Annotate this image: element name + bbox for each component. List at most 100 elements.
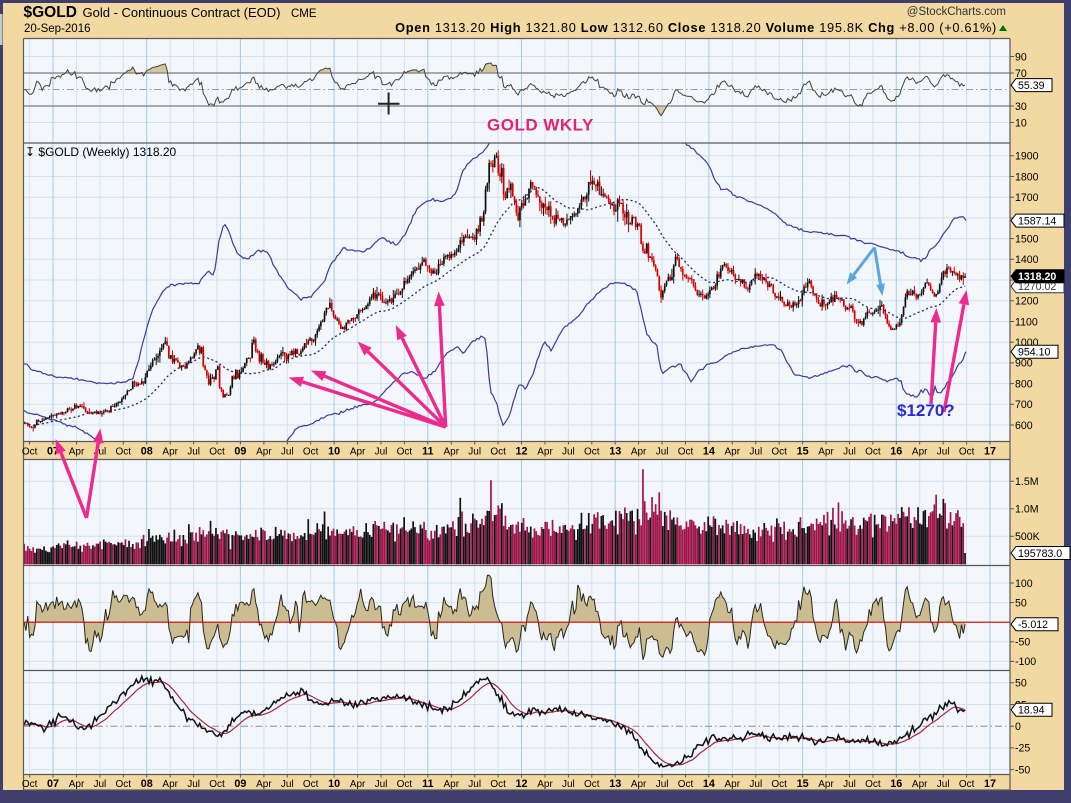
svg-text:Jul: Jul: [375, 447, 388, 458]
svg-text:Jul: Jul: [187, 447, 200, 458]
svg-text:Apr: Apr: [537, 447, 553, 458]
svg-text:-50: -50: [1015, 637, 1030, 649]
svg-text:13: 13: [609, 446, 621, 458]
svg-text:Oct: Oct: [397, 779, 413, 790]
svg-text:15: 15: [797, 778, 809, 790]
svg-text:Apr: Apr: [912, 447, 928, 458]
svg-text:Oct: Oct: [303, 447, 319, 458]
svg-text:$1270?: $1270?: [897, 401, 955, 420]
svg-text:Apr: Apr: [256, 779, 272, 790]
svg-text:Oct: Oct: [584, 779, 600, 790]
svg-text:09: 09: [234, 778, 246, 790]
svg-text:50: 50: [1015, 678, 1027, 690]
svg-text:08: 08: [141, 446, 153, 458]
svg-text:Oct: Oct: [209, 779, 225, 790]
svg-text:Oct: Oct: [678, 447, 694, 458]
svg-text:1700: 1700: [1015, 192, 1039, 204]
svg-text:Apr: Apr: [350, 779, 366, 790]
svg-text:Jul: Jul: [94, 779, 107, 790]
svg-text:Apr: Apr: [537, 779, 553, 790]
svg-text:Oct: Oct: [116, 779, 132, 790]
svg-text:Gold - Continuous Contract (EO: Gold - Continuous Contract (EOD): [83, 5, 281, 20]
svg-text:14: 14: [703, 778, 715, 790]
svg-text:Jul: Jul: [562, 447, 575, 458]
svg-text:↧ $GOLD (Weekly) 1318.20: ↧ $GOLD (Weekly) 1318.20: [25, 145, 177, 159]
svg-text:Jul: Jul: [281, 779, 294, 790]
svg-text:Oct: Oct: [303, 779, 319, 790]
svg-text:08: 08: [141, 778, 153, 790]
svg-text:10: 10: [1015, 117, 1027, 129]
svg-text:@StockCharts.com: @StockCharts.com: [907, 6, 1006, 18]
svg-text:Open 1313.20 High 1321.80 Low: Open 1313.20 High 1321.80 Low 1312.60 Cl…: [395, 20, 997, 35]
svg-text:1.0M: 1.0M: [1015, 504, 1039, 516]
svg-text:Oct: Oct: [584, 447, 600, 458]
svg-text:17: 17: [984, 446, 996, 458]
svg-text:Oct: Oct: [116, 447, 132, 458]
svg-text:11: 11: [422, 778, 433, 790]
svg-text:Apr: Apr: [69, 447, 85, 458]
svg-text:30: 30: [1015, 101, 1027, 113]
svg-text:Jul: Jul: [187, 779, 200, 790]
svg-text:16: 16: [890, 778, 902, 790]
svg-text:10: 10: [328, 446, 340, 458]
svg-text:1100: 1100: [1015, 316, 1038, 328]
svg-text:Apr: Apr: [162, 447, 178, 458]
svg-text:1270.02: 1270.02: [1018, 281, 1056, 293]
svg-text:Apr: Apr: [69, 779, 85, 790]
svg-text:55.39: 55.39: [1018, 80, 1045, 92]
svg-text:195783.0: 195783.0: [1018, 548, 1062, 560]
svg-text:12: 12: [515, 778, 527, 790]
svg-text:100: 100: [1015, 578, 1033, 590]
svg-text:Jul: Jul: [562, 779, 575, 790]
svg-text:Oct: Oct: [490, 447, 506, 458]
svg-text:Jul: Jul: [937, 779, 950, 790]
svg-text:Jul: Jul: [843, 779, 856, 790]
svg-text:70: 70: [1015, 68, 1027, 80]
svg-text:Oct: Oct: [22, 779, 38, 790]
svg-text:-100: -100: [1015, 656, 1036, 668]
svg-text:14: 14: [703, 446, 715, 458]
svg-text:Apr: Apr: [444, 447, 460, 458]
svg-text:10: 10: [328, 778, 340, 790]
svg-text:Oct: Oct: [771, 779, 787, 790]
svg-text:1500: 1500: [1015, 233, 1039, 245]
svg-text:1318.20: 1318.20: [1018, 271, 1056, 283]
svg-text:09: 09: [234, 446, 246, 458]
svg-text:Jul: Jul: [749, 779, 762, 790]
svg-text:Apr: Apr: [631, 779, 647, 790]
svg-text:Apr: Apr: [912, 779, 928, 790]
svg-text:1200: 1200: [1015, 296, 1039, 308]
svg-text:07: 07: [47, 778, 59, 790]
svg-text:Oct: Oct: [209, 447, 225, 458]
svg-text:16: 16: [890, 446, 902, 458]
svg-text:90: 90: [1015, 51, 1027, 63]
svg-text:Jul: Jul: [281, 447, 294, 458]
svg-text:11: 11: [422, 446, 433, 458]
svg-text:Jul: Jul: [656, 447, 669, 458]
svg-text:-5.012: -5.012: [1018, 619, 1048, 631]
svg-text:Oct: Oct: [397, 447, 413, 458]
svg-text:17: 17: [984, 778, 996, 790]
svg-text:500K: 500K: [1015, 531, 1040, 543]
svg-text:700: 700: [1015, 399, 1033, 411]
svg-text:Jul: Jul: [94, 447, 107, 458]
svg-text:Jul: Jul: [843, 447, 856, 458]
svg-text:Jul: Jul: [468, 447, 481, 458]
svg-text:954.10: 954.10: [1018, 347, 1051, 359]
svg-text:15: 15: [797, 446, 809, 458]
svg-text:13: 13: [609, 778, 621, 790]
svg-text:1587.14: 1587.14: [1018, 215, 1056, 227]
svg-text:20-Sep-2016: 20-Sep-2016: [24, 23, 91, 35]
svg-text:CME: CME: [291, 8, 317, 20]
svg-text:Apr: Apr: [350, 447, 366, 458]
svg-text:18.94: 18.94: [1018, 705, 1045, 717]
svg-text:Apr: Apr: [256, 447, 272, 458]
svg-text:Apr: Apr: [818, 447, 834, 458]
svg-text:Oct: Oct: [959, 779, 975, 790]
svg-text:-25: -25: [1015, 743, 1030, 755]
svg-text:Jul: Jul: [468, 779, 481, 790]
svg-text:Apr: Apr: [444, 779, 460, 790]
svg-text:-50: -50: [1015, 764, 1030, 776]
svg-text:Jul: Jul: [656, 779, 669, 790]
svg-text:Jul: Jul: [375, 779, 388, 790]
